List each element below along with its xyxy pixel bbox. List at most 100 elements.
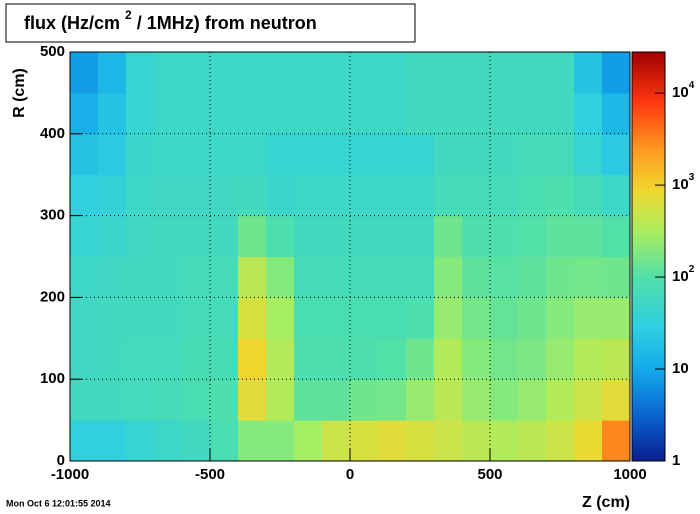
heatmap-cell: [294, 174, 323, 217]
title-box: [5, 3, 416, 43]
heatmap-cell: [406, 133, 435, 176]
heatmap-cell: [238, 256, 267, 298]
heatmap-cell: [406, 52, 435, 94]
heatmap-cell: [70, 215, 99, 257]
heatmap-cell: [182, 420, 211, 462]
heatmap-cell: [602, 420, 631, 462]
heatmap-cell: [350, 92, 379, 135]
heatmap-cell: [490, 52, 519, 94]
heatmap-cell: [490, 256, 519, 298]
heatmap-cell: [434, 297, 463, 339]
heatmap-cell: [518, 215, 547, 257]
heatmap-cell: [126, 420, 155, 462]
heatmap-cell: [574, 297, 603, 339]
heatmap-cell: [602, 133, 631, 176]
heatmap-cell: [602, 297, 631, 339]
colorbar-tick-label: 102: [672, 264, 695, 285]
heatmap-cell: [322, 379, 351, 421]
heatmap-cell: [98, 338, 127, 380]
heatmap-cell: [294, 297, 323, 339]
heatmap-cell: [434, 256, 463, 298]
heatmap-cell: [546, 297, 575, 339]
heatmap-cell: [294, 92, 323, 135]
heatmap-cell: [350, 379, 379, 421]
heatmap-cell: [98, 52, 127, 94]
heatmap-cell: [98, 133, 127, 176]
heatmap-cell: [294, 420, 323, 462]
heatmap-cell: [266, 256, 295, 298]
heatmap-cell: [462, 420, 491, 462]
heatmap-cell: [266, 297, 295, 339]
y-tick-label: 200: [40, 288, 65, 305]
heatmap-cell: [378, 338, 407, 380]
heatmap-cell: [546, 52, 575, 94]
heatmap-cell: [322, 92, 351, 135]
heatmap-cell: [98, 215, 127, 257]
heatmap-cell: [350, 420, 379, 462]
x-tick-label: -500: [195, 466, 225, 483]
heatmap-cell: [154, 92, 183, 135]
heatmap-cell: [154, 174, 183, 217]
heatmap-cell: [406, 420, 435, 462]
colorbar: [631, 51, 666, 462]
heatmap-cell: [406, 92, 435, 135]
heatmap-cell: [434, 215, 463, 257]
heatmap-cell: [434, 338, 463, 380]
heatmap-cell: [602, 52, 631, 94]
heatmap-cell: [154, 297, 183, 339]
heatmap-cell: [294, 256, 323, 298]
heatmap-cell: [602, 92, 631, 135]
heatmap-cell: [266, 52, 295, 94]
heatmap-cell: [378, 52, 407, 94]
heatmap-cell: [574, 133, 603, 176]
heatmap-cell: [602, 174, 631, 217]
heatmap-cell: [518, 92, 547, 135]
heatmap-cell: [462, 215, 491, 257]
heatmap-cell: [546, 338, 575, 380]
heatmap-cell: [574, 52, 603, 94]
heatmap-cell: [322, 133, 351, 176]
heatmap-cell: [126, 52, 155, 94]
heatmap-cell: [294, 133, 323, 176]
heatmap-cell: [238, 338, 267, 380]
heatmap-cell: [322, 52, 351, 94]
heatmap-cell: [266, 338, 295, 380]
heatmap-cell: [350, 52, 379, 94]
heatmap-cell: [126, 215, 155, 257]
heatmap-cell: [238, 92, 267, 135]
heatmap-cell: [322, 338, 351, 380]
y-tick-label: 500: [40, 43, 65, 60]
heatmap-cell: [406, 297, 435, 339]
heatmap-cell: [518, 379, 547, 421]
heatmap-cell: [182, 52, 211, 94]
heatmap-cell: [518, 133, 547, 176]
heatmap-cell: [434, 52, 463, 94]
heatmap-cell: [490, 92, 519, 135]
heatmap-cell: [154, 133, 183, 176]
heatmap-cell: [350, 174, 379, 217]
heatmap-cell: [322, 174, 351, 217]
y-tick-label: 100: [40, 370, 65, 387]
heatmap-cell: [210, 92, 239, 135]
heatmap-cell: [406, 174, 435, 217]
heatmap-cell: [546, 420, 575, 462]
heatmap-cell: [210, 215, 239, 257]
heatmap-cell: [490, 133, 519, 176]
heatmap-cell: [378, 92, 407, 135]
heatmap-cell: [518, 420, 547, 462]
heatmap-cell: [490, 215, 519, 257]
heatmap-cell: [126, 92, 155, 135]
heatmap-cell: [126, 174, 155, 217]
heatmap-cell: [434, 420, 463, 462]
heatmap-cell: [238, 133, 267, 176]
colorbar-tick-exponent: 2: [689, 264, 695, 275]
heatmap-cell: [154, 215, 183, 257]
heatmap-cell: [406, 338, 435, 380]
heatmap-cell: [266, 379, 295, 421]
heatmap-cell: [154, 52, 183, 94]
heatmap-cell: [546, 133, 575, 176]
heatmap-cell: [434, 379, 463, 421]
heatmap-cell: [266, 174, 295, 217]
heatmap-cell: [266, 92, 295, 135]
colorbar-tick-exponent: 3: [689, 172, 695, 183]
